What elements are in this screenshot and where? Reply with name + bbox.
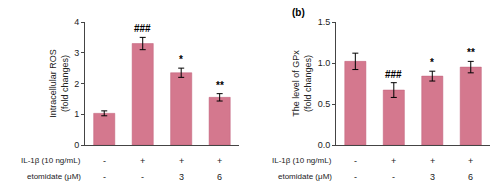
svg-text:(b): (b) <box>292 7 305 18</box>
svg-text:+: + <box>140 156 145 166</box>
svg-text:etomidate (μM): etomidate (μM) <box>278 172 332 181</box>
svg-text:+: + <box>430 156 435 166</box>
svg-text:+: + <box>468 156 473 166</box>
svg-text:+: + <box>179 156 184 166</box>
svg-text:-: - <box>103 172 106 182</box>
svg-text:IL-1β (10 ng/mL): IL-1β (10 ng/mL) <box>272 156 332 165</box>
svg-text:0: 0 <box>74 140 79 150</box>
svg-text:etomidate (μM): etomidate (μM) <box>27 172 81 181</box>
svg-text:-: - <box>103 156 106 166</box>
svg-text:**: ** <box>216 80 224 91</box>
svg-text:1.5: 1.5 <box>318 17 331 27</box>
svg-text:3: 3 <box>430 172 435 182</box>
svg-text:3: 3 <box>74 48 79 58</box>
svg-text:*: * <box>430 57 434 68</box>
svg-text:IL-1β (10 ng/mL): IL-1β (10 ng/mL) <box>21 156 81 165</box>
svg-text:4: 4 <box>74 17 79 27</box>
svg-text:+: + <box>391 156 396 166</box>
svg-text:Intracellular ROS(fold changes: Intracellular ROS(fold changes) <box>48 49 70 118</box>
svg-text:+: + <box>217 156 222 166</box>
svg-text:3: 3 <box>179 172 184 182</box>
svg-text:0.5: 0.5 <box>318 99 331 109</box>
svg-text:**: ** <box>467 47 475 58</box>
svg-text:*: * <box>179 54 183 65</box>
svg-text:-: - <box>354 156 357 166</box>
svg-text:The level of GPx(fold changes): The level of GPx(fold changes) <box>291 50 313 117</box>
svg-text:-: - <box>141 172 144 182</box>
svg-text:2: 2 <box>74 79 79 89</box>
svg-text:6: 6 <box>217 172 222 182</box>
svg-text:0.0: 0.0 <box>318 140 331 150</box>
svg-text:-: - <box>354 172 357 182</box>
svg-text:6: 6 <box>468 172 473 182</box>
svg-text:###: ### <box>385 69 402 80</box>
svg-text:1.0: 1.0 <box>318 58 331 68</box>
svg-text:1: 1 <box>74 109 79 119</box>
svg-text:-: - <box>392 172 395 182</box>
svg-text:###: ### <box>134 23 151 34</box>
